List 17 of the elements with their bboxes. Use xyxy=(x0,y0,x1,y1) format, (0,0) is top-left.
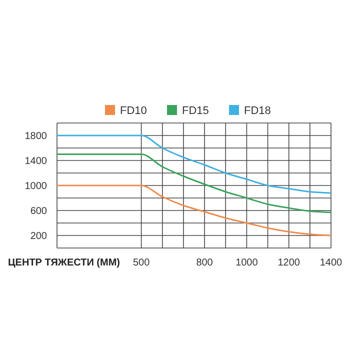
x-tick-label: 1000 xyxy=(236,258,258,268)
legend-label: FD18 xyxy=(244,104,271,117)
y-tick-label: 1000 xyxy=(24,181,48,192)
x-axis-title: ЦЕНТР ТЯЖЕСТИ (ММ) xyxy=(8,258,120,268)
y-tick-label: 600 xyxy=(30,206,48,217)
line-series xyxy=(56,154,332,214)
y-tick-label: 1800 xyxy=(24,131,48,142)
line-series xyxy=(56,184,332,236)
legend-label: FD10 xyxy=(120,104,147,117)
x-tick-label: 1200 xyxy=(278,258,300,268)
y-tick-label: 200 xyxy=(30,231,48,242)
x-tick-label: 800 xyxy=(196,258,214,268)
legend-label: FD15 xyxy=(182,104,209,117)
y-tick-label: 1400 xyxy=(24,156,48,167)
line-series xyxy=(56,134,332,194)
x-tick-label: 1400 xyxy=(320,258,343,268)
x-tick-label: 500 xyxy=(132,258,150,268)
